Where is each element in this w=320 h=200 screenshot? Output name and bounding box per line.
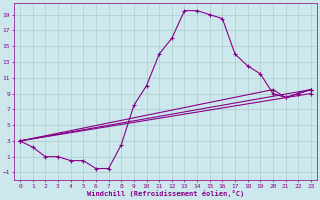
X-axis label: Windchill (Refroidissement éolien,°C): Windchill (Refroidissement éolien,°C) [87, 190, 244, 197]
